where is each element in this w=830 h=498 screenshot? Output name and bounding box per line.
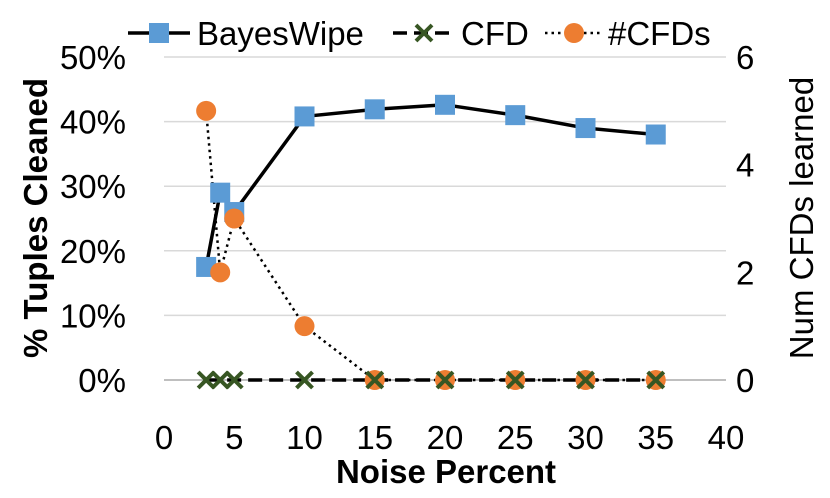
marker-cfd-15 <box>365 370 385 390</box>
legend-marker-cfd-stroke-b <box>414 23 434 43</box>
marker-cfds-3 <box>196 100 217 121</box>
y-right-axis-title: Num CFDs learned <box>783 77 820 359</box>
legend-marker-cfds <box>564 23 584 43</box>
marker-cfd-25-stroke-b <box>505 370 525 390</box>
marker-bayeswipe-20 <box>435 94 455 115</box>
y-tick-label-50: 50% <box>60 39 126 76</box>
marker-cfd-25 <box>505 370 525 390</box>
marker-cfd-3 <box>196 370 216 390</box>
gridlines <box>164 56 726 317</box>
x-tick-label-40: 40 <box>708 419 745 456</box>
marker-cfd-10 <box>295 370 314 390</box>
tick-labels: 0 5 10 15 20 25 30 35 40 0% 10% 20% 30% 40% 50% 0 2 4 6 <box>60 39 754 456</box>
x-tick-label-25: 25 <box>497 419 534 456</box>
marker-cfd-35-stroke-b <box>646 370 666 390</box>
marker-bayeswipe-15 <box>364 99 385 120</box>
legend-label-bayeswipe: BayesWipe <box>197 15 364 52</box>
marker-cfd-3-stroke-b <box>196 370 216 390</box>
y-right-tick-label-0: 0 <box>736 362 754 399</box>
x-tick-label-5: 5 <box>225 419 243 456</box>
marker-cfd-20 <box>435 370 455 390</box>
marker-cfd-15-stroke-b <box>365 370 385 390</box>
x-axis-title: Noise Percent <box>336 453 556 490</box>
marker-cfd-5-stroke-b <box>224 370 244 390</box>
marker-cfds-10 <box>294 316 315 337</box>
y-tick-label-20: 20% <box>60 233 126 270</box>
x-tick-label-35: 35 <box>637 419 674 456</box>
x-tick-label-0: 0 <box>155 419 173 456</box>
series-lines <box>204 103 656 382</box>
y-axis-title: % Tuples Cleaned <box>17 78 54 358</box>
marker-bayeswipe-30 <box>575 118 596 139</box>
y-tick-label-10: 10% <box>60 297 126 334</box>
series-markers <box>196 94 666 390</box>
marker-cfd-30-stroke-b <box>576 370 595 390</box>
marker-cfd-20-stroke-b <box>435 370 455 390</box>
y-tick-label-0: 0% <box>78 362 126 399</box>
legend: BayesWipe CFD #CFDs <box>128 15 711 52</box>
x-tick-label-30: 30 <box>567 419 604 456</box>
x-tick-label-15: 15 <box>356 419 393 456</box>
marker-cfd-4 <box>210 370 230 390</box>
legend-label-cfds: #CFDs <box>608 15 711 52</box>
marker-bayeswipe-25 <box>505 105 526 126</box>
y-tick-label-40: 40% <box>60 104 126 141</box>
marker-bayeswipe-4 <box>210 182 231 203</box>
marker-cfd-4-stroke-b <box>210 370 230 390</box>
y-right-tick-label-6: 6 <box>736 39 754 76</box>
x-tick-label-10: 10 <box>286 419 323 456</box>
marker-bayeswipe-10 <box>294 106 315 127</box>
marker-cfds-4 <box>210 262 231 283</box>
y-tick-label-30: 30% <box>60 168 126 205</box>
legend-marker-bayeswipe <box>149 23 169 43</box>
marker-cfd-30 <box>576 370 595 390</box>
marker-bayeswipe-35 <box>645 124 666 145</box>
marker-cfd-10-stroke-b <box>295 370 314 390</box>
marker-cfd-35 <box>646 370 666 390</box>
legend-marker-cfd <box>414 23 434 43</box>
y-right-tick-label-4: 4 <box>736 147 754 184</box>
x-tick-label-20: 20 <box>427 419 464 456</box>
marker-cfd-5 <box>224 370 244 390</box>
legend-label-cfd: CFD <box>461 15 529 52</box>
marker-cfds-5 <box>224 208 245 229</box>
y-right-tick-label-2: 2 <box>736 254 754 291</box>
series-line-cfds <box>204 110 656 382</box>
